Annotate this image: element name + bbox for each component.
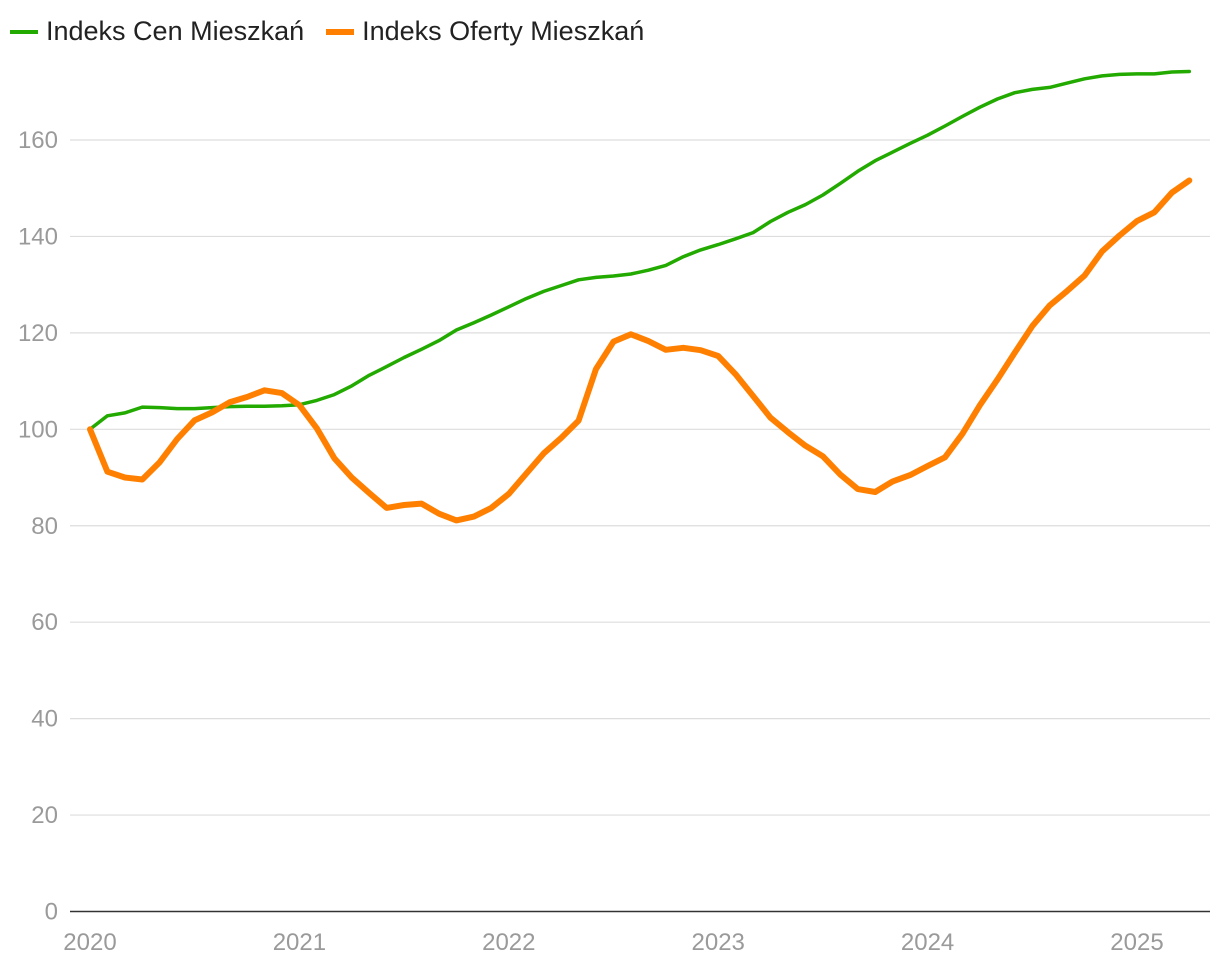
legend-item-price-index[interactable]: Indeks Cen Mieszkań bbox=[10, 16, 304, 47]
y-tick-label-160: 160 bbox=[18, 127, 58, 154]
legend-label-offer-index: Indeks Oferty Mieszkań bbox=[362, 16, 645, 46]
y-tick-label-120: 120 bbox=[18, 320, 58, 347]
series-line-offer-index[interactable] bbox=[87, 177, 1193, 524]
x-axis-tick-labels: 2020 2021 2022 2023 2024 2025 bbox=[63, 929, 1163, 956]
x-tick-label-2023: 2023 bbox=[692, 929, 745, 956]
y-axis-tick-labels: 0 20 40 60 80 100 120 140 160 bbox=[18, 127, 58, 926]
y-tick-label-20: 20 bbox=[31, 802, 58, 829]
x-tick-label-2025: 2025 bbox=[1110, 929, 1163, 956]
y-tick-label-40: 40 bbox=[31, 706, 58, 733]
legend-item-offer-index[interactable]: Indeks Oferty Mieszkań bbox=[326, 16, 644, 47]
series-lines bbox=[87, 69, 1193, 524]
gridlines bbox=[70, 139, 1210, 816]
y-tick-label-100: 100 bbox=[18, 416, 58, 443]
series-line-price-index[interactable] bbox=[88, 69, 1192, 432]
legend-swatch-offer-index bbox=[326, 28, 355, 35]
x-tick-label-2021: 2021 bbox=[273, 929, 326, 956]
legend-label-price-index: Indeks Cen Mieszkań bbox=[46, 16, 305, 46]
y-tick-label-140: 140 bbox=[18, 223, 58, 250]
y-tick-label-0: 0 bbox=[45, 899, 58, 926]
x-tick-label-2020: 2020 bbox=[63, 929, 116, 956]
legend-swatch-price-index bbox=[10, 29, 38, 34]
y-tick-label-80: 80 bbox=[31, 513, 58, 540]
chart-legend: Indeks Cen Mieszkań Indeks Oferty Mieszk… bbox=[10, 16, 644, 47]
x-tick-label-2024: 2024 bbox=[901, 929, 954, 956]
x-tick-label-2022: 2022 bbox=[482, 929, 535, 956]
y-tick-label-60: 60 bbox=[31, 609, 58, 636]
